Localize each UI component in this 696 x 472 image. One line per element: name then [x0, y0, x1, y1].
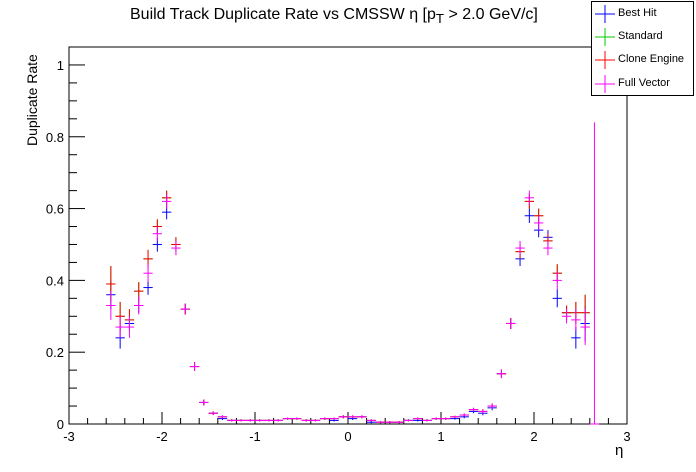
- data-point: [255, 419, 265, 422]
- data-point: [450, 415, 460, 418]
- data-point: [431, 417, 441, 420]
- data-point: [357, 415, 367, 419]
- data-point: [534, 215, 544, 231]
- data-point: [543, 240, 553, 256]
- data-point: [506, 318, 516, 329]
- data-point: [385, 421, 395, 424]
- data-point: [413, 417, 423, 420]
- y-tick-label: 0.2: [46, 345, 64, 360]
- y-tick-label: 0.8: [46, 130, 64, 145]
- data-point: [524, 190, 534, 205]
- legend-label-standard: Standard: [618, 30, 663, 42]
- x-tick-label: 0: [344, 429, 351, 444]
- data-point: [227, 419, 237, 422]
- data-point: [478, 409, 488, 414]
- data-point: [189, 362, 200, 371]
- data-point: [180, 303, 190, 315]
- data-point: [320, 417, 330, 420]
- data-point: [115, 316, 125, 338]
- data-point: [143, 280, 153, 295]
- series-clone-engine: [106, 190, 590, 424]
- data-point: [301, 419, 311, 422]
- series-full-vector: [106, 122, 600, 425]
- data-point: [394, 421, 404, 424]
- legend-item-full-vector: Full Vector: [592, 73, 693, 95]
- legend-label-full-vector: Full Vector: [618, 77, 670, 89]
- data-point: [310, 419, 321, 422]
- legend-label-clone-engine: Clone Engine: [618, 53, 685, 65]
- data-point: [524, 208, 534, 223]
- legend: Best Hit Standard Clone Engine Full Vect…: [591, 1, 694, 96]
- x-axis: -3 -2 -1 0 1 2 3: [63, 412, 631, 444]
- x-tick-label: -1: [249, 429, 261, 444]
- data-point: [571, 309, 581, 331]
- x-axis-label: η: [615, 442, 624, 459]
- data-point: [580, 309, 590, 346]
- x-tick-label: 3: [623, 429, 630, 444]
- legend-marker-standard: [595, 28, 615, 46]
- data-point: [292, 417, 302, 420]
- data-point: [515, 240, 525, 256]
- data-point: [217, 415, 228, 419]
- data-point: [561, 309, 572, 324]
- legend-marker-full-vector: [595, 75, 615, 93]
- legend-marker-clone-engine: [595, 51, 615, 69]
- data-point: [208, 411, 218, 416]
- data-point: [199, 399, 209, 406]
- y-tick-label: 1: [57, 58, 64, 73]
- y-tick-label: 0: [57, 417, 64, 432]
- data-point: [162, 194, 172, 209]
- data-point: [375, 421, 386, 424]
- data-point: [348, 415, 358, 419]
- y-tick-label: 0.6: [46, 202, 64, 217]
- data-point: [134, 296, 144, 315]
- data-point: [152, 226, 162, 241]
- y-axis-label: Duplicate Rate: [24, 54, 40, 146]
- chart-title: Build Track Duplicate Rate vs CMSSW η [p…: [130, 6, 538, 27]
- series-best-hit: [106, 204, 590, 424]
- x-tick-label: 1: [437, 429, 444, 444]
- data-point: [366, 419, 376, 422]
- legend-item-standard: Standard: [592, 26, 693, 48]
- x-tick-label: 2: [530, 429, 537, 444]
- x-tick-label: -2: [156, 429, 168, 444]
- data-point: [589, 122, 600, 425]
- data-point: [171, 240, 181, 256]
- data-point: [422, 419, 432, 422]
- data-point: [124, 316, 135, 338]
- legend-item-best-hit: Best Hit: [592, 3, 693, 25]
- data-point: [273, 419, 283, 422]
- data-point: [403, 419, 414, 422]
- data-point: [236, 419, 246, 422]
- legend-marker-best-hit: [595, 5, 615, 23]
- series-layer: [106, 122, 600, 425]
- legend-item-clone-engine: Clone Engine: [592, 49, 693, 71]
- data-point: [552, 271, 562, 290]
- data-point: [106, 291, 116, 320]
- data-point: [459, 413, 469, 417]
- data-point: [487, 403, 497, 409]
- data-point: [329, 417, 339, 420]
- plot-frame: [68, 46, 628, 425]
- y-axis: 0 0.2 0.4 0.6 0.8 1: [46, 46, 85, 432]
- data-point: [552, 289, 562, 308]
- data-point: [245, 419, 255, 422]
- x-tick-label: -3: [63, 429, 75, 444]
- data-point: [282, 417, 293, 420]
- data-point: [496, 369, 507, 379]
- title-subscript: T: [435, 11, 445, 27]
- data-point: [143, 264, 153, 283]
- data-point: [264, 419, 274, 422]
- data-point: [468, 407, 479, 412]
- y-tick-label: 0.4: [46, 273, 64, 288]
- series-standard: [106, 190, 590, 424]
- data-point: [441, 417, 451, 420]
- data-point: [338, 415, 348, 419]
- legend-label-best-hit: Best Hit: [618, 7, 657, 19]
